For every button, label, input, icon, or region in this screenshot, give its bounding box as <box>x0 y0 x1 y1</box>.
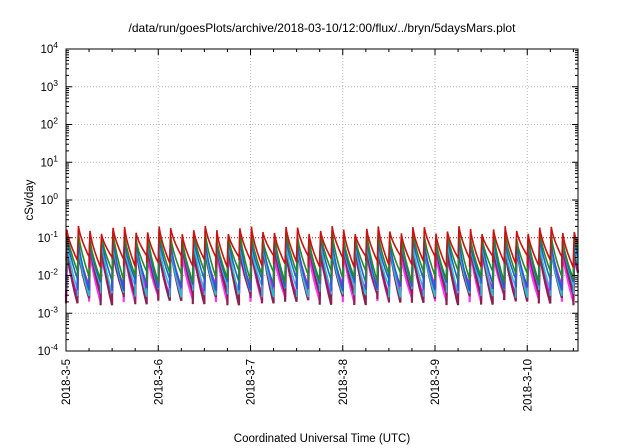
x-tick-labels: 2018-3-5 2018-3-6 2018-3-7 2018-3-8 2018-3-9… <box>61 359 534 411</box>
y-tick-label: 10-2 <box>38 267 59 283</box>
y-tick-label: 102 <box>40 116 58 132</box>
ticks <box>65 48 578 352</box>
y-axis-label: cSv/day <box>24 179 36 220</box>
x-tick-label: 2018-3-7 <box>246 359 258 405</box>
y-tick-labels: 10-4 10-3 10-2 10-1 100 101 102 103 104 <box>38 40 59 358</box>
x-tick-label: 2018-3-10 <box>522 359 534 411</box>
series-line-5 <box>64 240 580 306</box>
x-tick-label: 2018-3-9 <box>430 359 442 405</box>
series-line-2 <box>65 230 579 283</box>
y-tick-label: 10-1 <box>38 229 59 245</box>
series-line-3 <box>65 234 579 292</box>
y-tick-label: 104 <box>40 40 58 56</box>
x-tick-label: 2018-3-6 <box>153 359 165 405</box>
y-tick-label: 103 <box>40 78 58 94</box>
y-tick-label: 10-3 <box>38 304 59 320</box>
chart-title: /data/run/goesPlots/archive/2018-03-10/1… <box>129 21 517 35</box>
y-tick-label: 100 <box>40 191 58 207</box>
x-axis-label: Coordinated Universal Time (UTC) <box>234 433 411 445</box>
series-group <box>64 225 580 306</box>
x-tick-label: 2018-3-8 <box>338 359 350 405</box>
grid-lines <box>66 49 578 351</box>
y-tick-label: 101 <box>40 153 58 169</box>
series-line-1 <box>65 225 579 268</box>
y-tick-label: 10-4 <box>38 342 59 358</box>
x-tick-label: 2018-3-5 <box>61 359 73 405</box>
